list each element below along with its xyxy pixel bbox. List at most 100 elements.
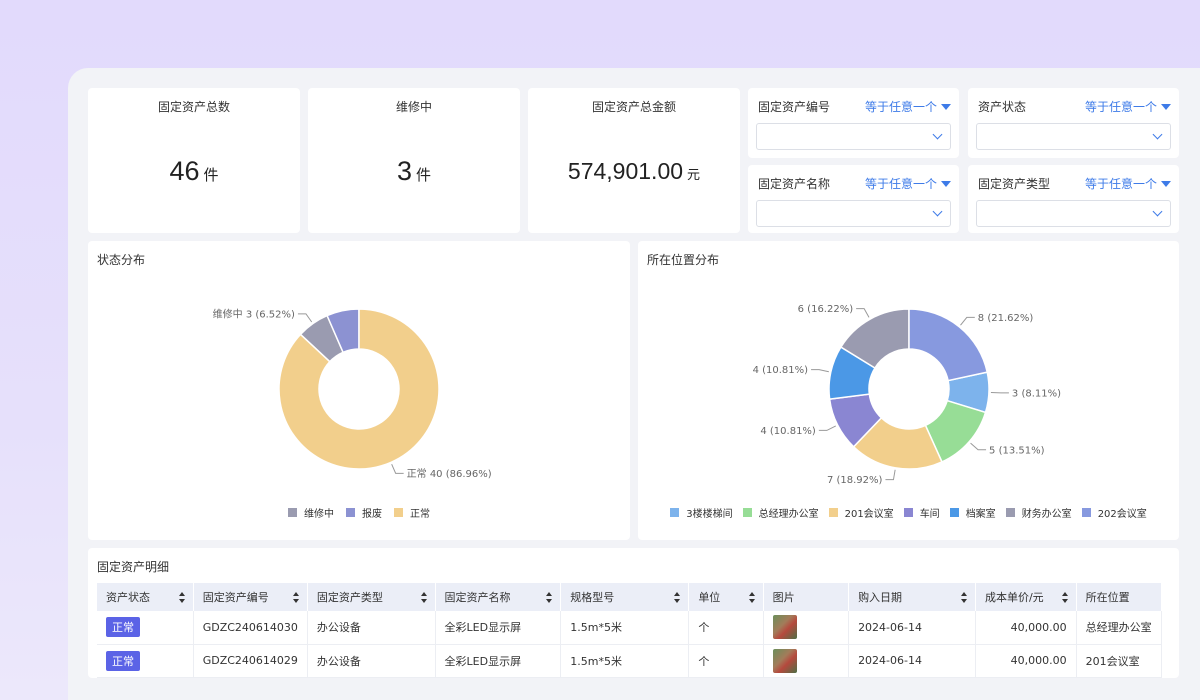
filter-asset-code: 固定资产编号 等于任意一个	[748, 88, 959, 158]
status-chart-panel: 状态分布 维修中 3 (6.52%) 正常 40 (86.96%) 维修中 报废 正常	[88, 241, 630, 540]
table-row[interactable]: 正常 GDZC240614030 办公设备 全彩LED显示屏 1.5m*5米 个…	[97, 611, 1163, 645]
legend-swatch	[1005, 508, 1015, 517]
chevron-down-icon	[932, 206, 943, 217]
legend-item[interactable]: 正常	[394, 505, 430, 520]
column-header[interactable]: 固定资产编号	[193, 583, 308, 611]
label-leader-line	[970, 442, 987, 451]
legend-item[interactable]: 财务办公室	[1005, 505, 1072, 520]
legend-swatch	[346, 508, 355, 517]
legend-item[interactable]: 车间	[903, 505, 940, 520]
table-cell: 40,000.00	[975, 611, 1077, 645]
slice-label: 6 (16.22%)	[798, 304, 854, 315]
sort-icon[interactable]	[178, 592, 186, 603]
table-cell: 办公设备	[307, 644, 436, 678]
legend-swatch	[903, 508, 913, 517]
legend-item[interactable]: 总经理办公室	[742, 505, 819, 520]
caret-down-icon	[941, 103, 951, 110]
column-header[interactable]: 资产状态	[97, 583, 194, 611]
stat-label: 固定资产总金额	[591, 100, 676, 114]
legend-item[interactable]: 3楼楼梯间	[670, 505, 733, 520]
label-leader-line	[856, 308, 870, 318]
sort-icon[interactable]	[420, 592, 428, 603]
label-leader-line	[297, 313, 313, 323]
pie-slice[interactable]	[278, 308, 440, 470]
sort-icon[interactable]	[546, 592, 553, 603]
slice-label: 正常 40 (86.96%)	[407, 467, 492, 480]
column-header-label: 资产状态	[106, 591, 150, 604]
slice-label: 7 (18.92%)	[827, 475, 883, 486]
stat-label: 固定资产总数	[157, 100, 230, 114]
column-header: 所在位置	[1076, 583, 1163, 611]
column-header-label: 图片	[772, 591, 795, 604]
panel-title: 固定资产明细	[97, 560, 170, 574]
filter-operator-label: 等于任意一个	[864, 100, 937, 114]
filter-operator-dropdown[interactable]: 等于任意一个	[1085, 98, 1171, 115]
legend-swatch	[394, 508, 403, 517]
location-donut-chart: 3 (8.11%) 5 (13.51%) 7 (18.92%) 4 (10.81%) 4…	[753, 304, 1062, 486]
filter-select[interactable]	[756, 200, 951, 227]
table-cell: 201会议室	[1076, 644, 1163, 678]
legend-item[interactable]: 维修中	[288, 505, 334, 520]
asset-thumbnail[interactable]	[772, 615, 797, 640]
legend-item[interactable]: 档案室	[949, 505, 996, 520]
sort-icon[interactable]	[960, 592, 968, 603]
sort-icon[interactable]	[292, 592, 300, 603]
table-cell: 1.5m*5米	[560, 611, 690, 645]
label-leader-line	[818, 425, 837, 431]
stat-unit: 件	[416, 167, 432, 184]
filter-label: 固定资产编号	[758, 100, 831, 114]
asset-table: 资产状态 固定资产编号 固定资产类型 固定资产名称 规格型号 单位 图片 购入日…	[97, 583, 1163, 678]
filter-operator-dropdown[interactable]: 等于任意一个	[865, 98, 951, 115]
legend-label: 202会议室	[1097, 509, 1147, 520]
legend-item[interactable]: 202会议室	[1081, 505, 1147, 520]
panel-title: 所在位置分布	[647, 253, 720, 267]
table-header-row: 资产状态 固定资产编号 固定资产类型 固定资产名称 规格型号 单位 图片 购入日…	[97, 583, 1163, 611]
legend-swatch	[288, 508, 297, 517]
table-cell: 2024-06-14	[848, 611, 976, 645]
chart-legend: 维修中 报废 正常	[88, 505, 630, 520]
table-cell: GDZC240614030	[193, 611, 308, 645]
asset-thumbnail[interactable]	[772, 648, 797, 673]
column-header-label: 固定资产类型	[316, 591, 383, 604]
filter-select[interactable]	[976, 200, 1171, 227]
filter-select[interactable]	[756, 123, 951, 150]
table-row[interactable]: 正常 GDZC240614029 办公设备 全彩LED显示屏 1.5m*5米 个…	[97, 644, 1163, 678]
legend-label: 3楼楼梯间	[686, 509, 733, 520]
legend-swatch	[949, 508, 959, 517]
slice-label: 5 (13.51%)	[989, 445, 1045, 456]
column-header[interactable]: 成本单价/元	[975, 583, 1077, 611]
column-header[interactable]: 固定资产名称	[435, 583, 562, 611]
table-cell: 办公设备	[307, 611, 436, 645]
stat-number: 46	[169, 156, 200, 186]
legend-item[interactable]: 报废	[346, 505, 382, 520]
label-leader-line	[391, 464, 404, 474]
column-header[interactable]: 单位	[688, 583, 764, 611]
sort-icon[interactable]	[674, 592, 681, 603]
asset-detail-panel: 固定资产明细 资产状态 固定资产编号 固定资产类型 固定资产名称 规格型号 单位…	[88, 548, 1179, 678]
sort-icon[interactable]	[1061, 592, 1069, 603]
chevron-down-icon	[1152, 206, 1163, 217]
filter-operator-dropdown[interactable]: 等于任意一个	[865, 175, 951, 192]
filter-asset-status: 资产状态 等于任意一个	[968, 88, 1179, 158]
column-header[interactable]: 购入日期	[848, 583, 976, 611]
column-header: 图片	[763, 583, 850, 611]
column-header-label: 规格型号	[570, 591, 615, 604]
table-cell: 全彩LED显示屏	[435, 611, 562, 645]
pie-slice[interactable]	[908, 308, 989, 382]
sort-icon[interactable]	[748, 592, 756, 603]
filter-select[interactable]	[976, 123, 1171, 150]
column-header-label: 所在位置	[1085, 591, 1130, 604]
chevron-down-icon	[1152, 129, 1163, 140]
column-header[interactable]: 固定资产类型	[307, 583, 436, 611]
legend-item[interactable]: 201会议室	[828, 505, 894, 520]
column-header[interactable]: 规格型号	[560, 583, 690, 611]
legend-label: 报废	[362, 509, 382, 520]
table-cell: 个	[688, 644, 764, 678]
table-cell: 2024-06-14	[848, 644, 976, 678]
caret-down-icon	[1161, 180, 1171, 187]
stat-number: 3	[396, 156, 412, 186]
filter-operator-dropdown[interactable]: 等于任意一个	[1085, 175, 1171, 192]
legend-label: 总经理办公室	[758, 509, 819, 520]
